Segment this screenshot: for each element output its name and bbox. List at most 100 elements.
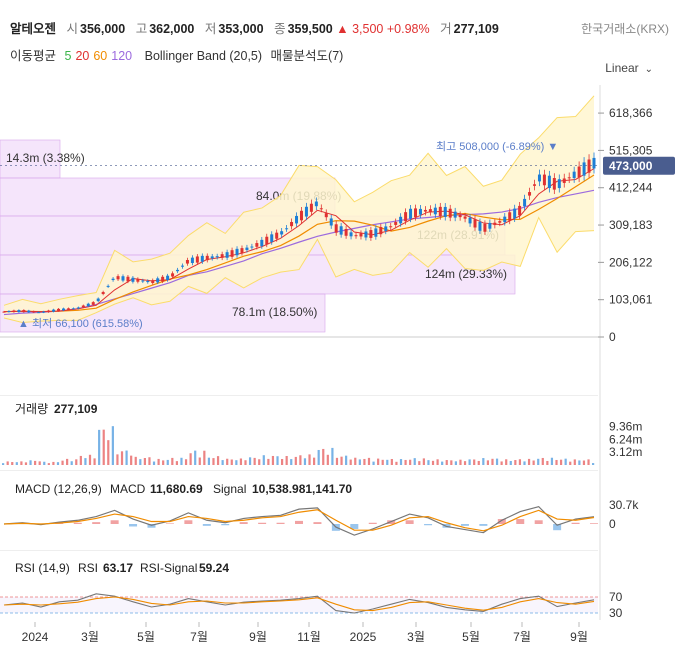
volume-bar (409, 459, 412, 465)
volume-bar (427, 460, 430, 465)
volume-bar (431, 460, 435, 465)
volume-bar (413, 458, 416, 465)
volume-tick-label: 3.12m (609, 445, 642, 459)
candle-body (528, 192, 532, 196)
candle-body (488, 222, 492, 229)
volume-bar (253, 457, 256, 465)
price-tick-label: 412,244 (609, 181, 653, 195)
macd-histogram-bar (239, 522, 248, 524)
volume-bar (152, 461, 156, 465)
last-price-tag-bg (603, 156, 675, 175)
volume-bar (308, 454, 311, 465)
macd-histogram-bar (368, 522, 377, 524)
price-tick-label: 0 (609, 330, 616, 344)
candle-body (423, 209, 427, 212)
volume-bar (335, 457, 339, 465)
volume-bar (98, 429, 101, 465)
ma-period-20: 20 (75, 49, 90, 63)
candle-body (542, 174, 546, 186)
candle-body (156, 278, 160, 283)
x-tick-label: 9월 (249, 630, 267, 644)
volume-bar (573, 459, 576, 465)
volume-bar (290, 459, 293, 465)
rsi-title: RSI (14,9) (15, 561, 70, 575)
volume-bar (377, 458, 380, 465)
candle-body (17, 310, 21, 313)
volume-bar (52, 461, 55, 465)
volume-bar (354, 457, 357, 465)
volume-bar (587, 459, 590, 465)
candle-body (592, 157, 596, 169)
macd-histogram-bar (571, 522, 580, 524)
volume-bar (294, 456, 297, 465)
x-tick-label: 3월 (81, 630, 99, 644)
volume-bar (102, 429, 105, 465)
ma60-line (3, 174, 595, 313)
ma-period-60: 60 (93, 49, 108, 63)
volume-bar (280, 459, 284, 465)
volume-bar (34, 460, 37, 465)
volume-bar (541, 457, 544, 465)
volume-bar (262, 455, 265, 465)
candle-body (121, 276, 125, 281)
volume-bar (559, 459, 563, 465)
rsi-line (3, 593, 595, 614)
volume-bar (258, 459, 261, 465)
macd-histogram-bar (534, 520, 543, 524)
volume-bar (331, 447, 334, 465)
bollinger-label[interactable]: Bollinger Band (20,5) (144, 49, 263, 63)
candle-body (369, 230, 373, 238)
ma-label[interactable]: 이동평균 (10, 49, 57, 63)
price-tick-label: 515,305 (609, 143, 653, 157)
volume-bar (56, 462, 60, 465)
candle-body (280, 231, 284, 235)
candle-body (265, 236, 269, 245)
candle-body (37, 312, 41, 314)
x-tick-label: 2024 (22, 630, 49, 644)
price-header: 알테오젠 시 356,000 고 362,000 저 353,000 종 359,500… (10, 18, 499, 37)
macd-signal-label: Signal (213, 482, 246, 496)
macd-histogram-bar (147, 524, 156, 528)
macd-histogram-bar (202, 524, 211, 526)
candle-body (557, 179, 561, 189)
candle-body (438, 206, 442, 217)
volume-bar (477, 460, 480, 465)
volume-bar (459, 459, 462, 465)
candle-body (567, 177, 571, 179)
scale-mode: Linear (605, 61, 639, 75)
candle-body (66, 308, 70, 310)
candle-body (180, 265, 184, 267)
volume-bar (134, 456, 137, 465)
last-price-label: 473,000 (609, 159, 653, 173)
candle-body (379, 227, 383, 235)
volume-profile-label: 124m (29.33%) (425, 267, 507, 281)
volume-bar (120, 451, 124, 465)
candle-body (146, 280, 150, 283)
volume-bar (216, 456, 220, 465)
candle-body (404, 212, 408, 222)
scale-dropdown[interactable]: Linear ⌄ (605, 61, 653, 75)
volume-bar (11, 462, 14, 465)
candle-body (409, 208, 413, 219)
macd-histogram-bar (553, 524, 562, 531)
candle-body (498, 221, 502, 223)
volume-bar (555, 459, 558, 465)
volume-bar (418, 461, 421, 465)
volume-bar (29, 460, 32, 465)
candle-body (304, 206, 308, 217)
volume-bar (189, 453, 192, 465)
volume-bar (111, 426, 114, 465)
volume-profile-label[interactable]: 매물분석도(7) (270, 49, 344, 63)
volume-bar (276, 456, 279, 465)
volume-bar (20, 461, 23, 465)
ma-period-5: 5 (64, 49, 72, 63)
volume-bar (395, 461, 398, 465)
candle-body (295, 215, 299, 224)
rsi-label: RSI (78, 561, 98, 575)
macd-histogram-bar (479, 524, 488, 526)
candle-body (453, 211, 457, 218)
macd-line (3, 505, 595, 536)
volume-bar (317, 449, 320, 465)
volume-bar (313, 457, 316, 465)
